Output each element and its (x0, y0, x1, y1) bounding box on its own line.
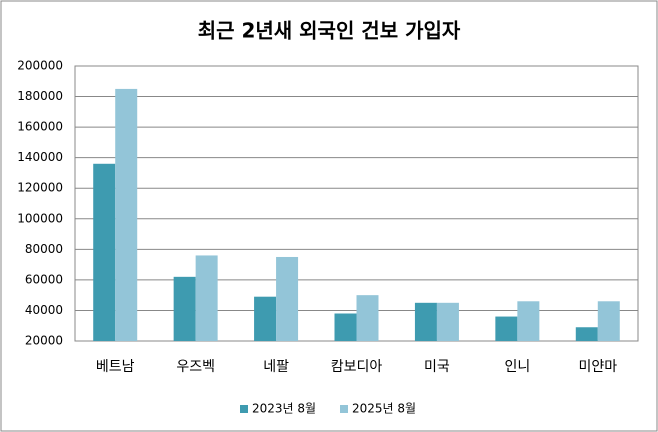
x-tick-label: 네팔 (263, 359, 289, 375)
chart-title: 최근 2년새 외국인 건보 가입자 (198, 19, 461, 43)
y-tick-label: 20000 (25, 334, 63, 348)
x-tick-label: 우즈벡 (176, 359, 215, 375)
bar (436, 302, 459, 341)
bar (195, 255, 218, 341)
bar (356, 295, 379, 341)
x-tick-label: 미얀마 (578, 359, 617, 375)
bar (254, 296, 277, 341)
y-tick-label: 100000 (17, 211, 63, 225)
bar (495, 316, 518, 341)
y-tick-label: 160000 (17, 120, 63, 134)
bar (517, 301, 540, 341)
bar (575, 327, 598, 341)
y-tick-label: 200000 (17, 59, 63, 73)
y-tick-label: 40000 (25, 303, 63, 317)
y-tick-label: 120000 (17, 181, 63, 195)
y-tick-label: 60000 (25, 272, 63, 286)
bar (414, 302, 437, 341)
legend-label: 2025년 8월 (352, 402, 416, 416)
bar (115, 88, 138, 342)
y-tick-label: 180000 (17, 89, 63, 103)
x-tick-label: 베트남 (96, 359, 135, 375)
bar (276, 256, 299, 341)
legend-label: 2023년 8월 (252, 402, 316, 416)
legend-swatch (240, 405, 248, 413)
bar (597, 301, 620, 341)
x-tick-label: 인니 (504, 359, 530, 375)
x-tick-label: 미국 (424, 359, 450, 375)
y-tick-label: 80000 (25, 242, 63, 256)
bar (173, 276, 196, 341)
y-tick-label: 140000 (17, 150, 63, 164)
legend-swatch (340, 405, 348, 413)
x-tick-label: 캄보디아 (331, 359, 383, 375)
bar (334, 313, 357, 341)
bar (93, 163, 116, 341)
